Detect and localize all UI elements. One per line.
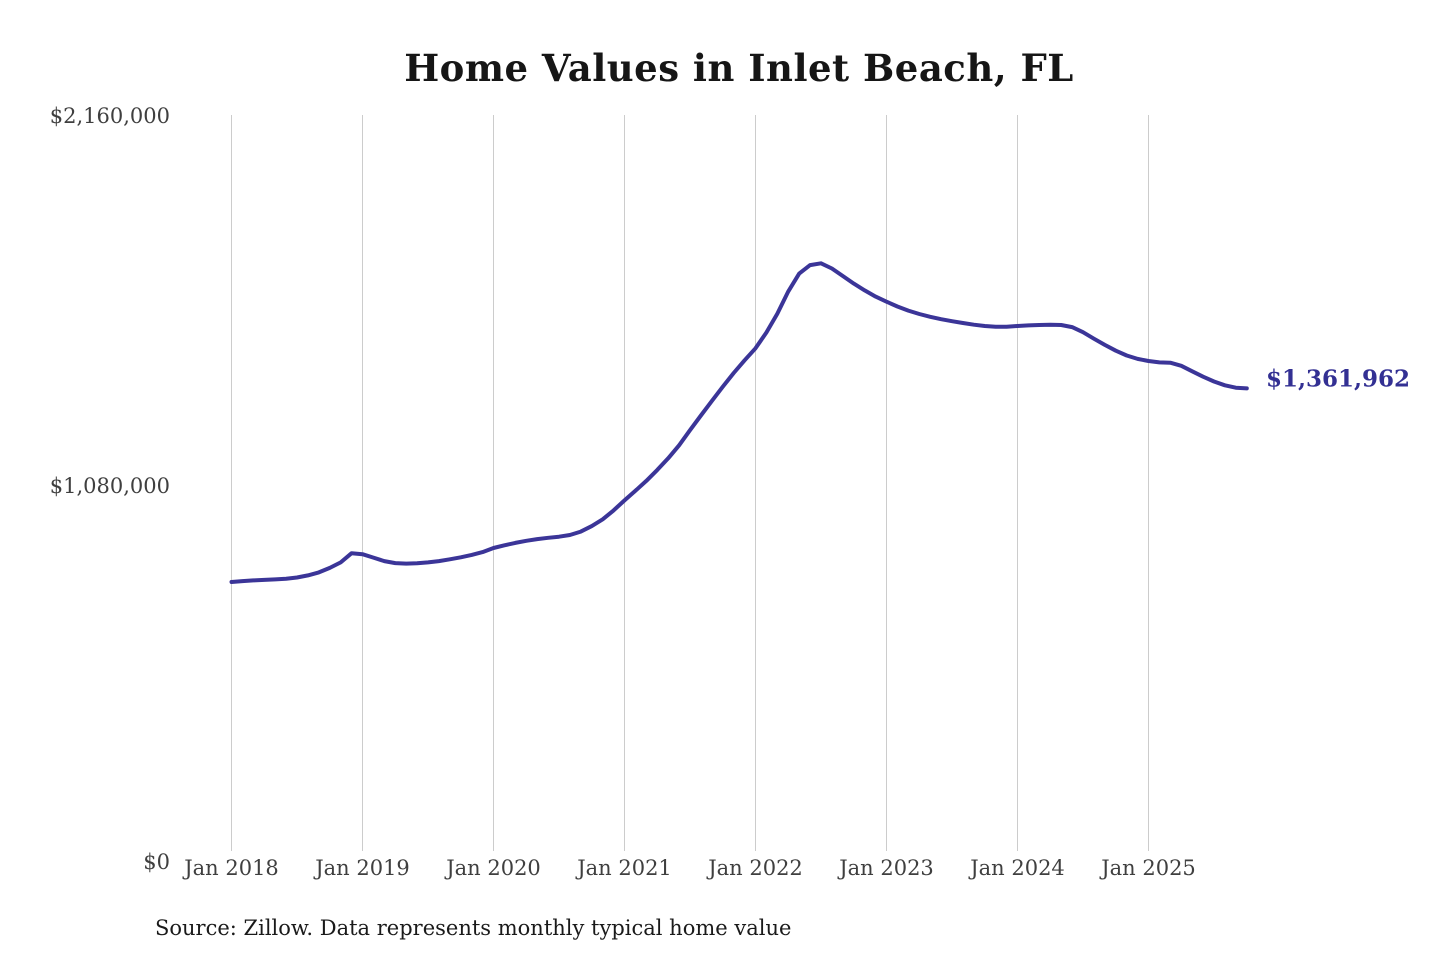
x-axis-tick-2019: Jan 2019 bbox=[315, 856, 410, 880]
x-axis-tick-2021: Jan 2021 bbox=[577, 856, 672, 880]
y-axis-tick-max: $2,160,000 bbox=[49, 104, 170, 128]
chart-title: Home Values in Inlet Beach, FL bbox=[404, 46, 1074, 90]
x-axis-tick-2024: Jan 2024 bbox=[970, 856, 1065, 880]
x-axis-tick-2020: Jan 2020 bbox=[446, 856, 541, 880]
x-axis-tick-2022: Jan 2022 bbox=[708, 856, 803, 880]
x-axis-tick-2023: Jan 2023 bbox=[839, 856, 934, 880]
source-note: Source: Zillow. Data represents monthly … bbox=[155, 916, 792, 940]
x-axis-tick-2025: Jan 2025 bbox=[1101, 856, 1196, 880]
x-axis-tick-2018: Jan 2018 bbox=[184, 856, 279, 880]
y-axis-tick-zero: $0 bbox=[143, 850, 170, 874]
y-axis-tick-mid: $1,080,000 bbox=[49, 474, 170, 498]
home-value-line bbox=[229, 261, 1249, 584]
latest-value-label: $1,361,962 bbox=[1266, 365, 1411, 393]
